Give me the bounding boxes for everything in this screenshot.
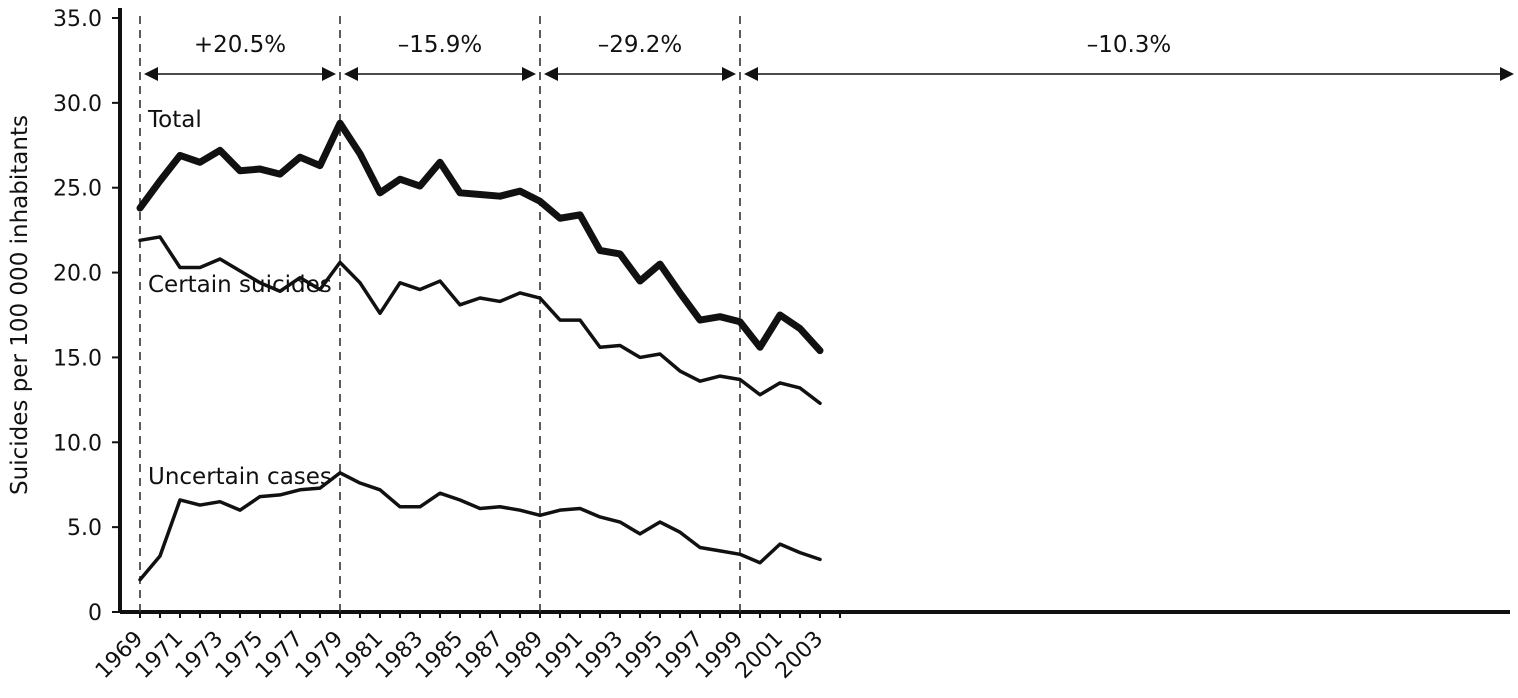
series-labels: Total Certain suicides Uncertain cases <box>147 107 332 490</box>
y-tick-label: 0 <box>88 601 102 626</box>
x-tick-label: 2003 <box>771 627 828 684</box>
series-line-certain-suicides <box>138 235 822 406</box>
y-tick-label: 5.0 <box>67 516 102 541</box>
period-change-label: –15.9% <box>398 32 483 58</box>
period-change-label: –10.3% <box>1087 32 1172 58</box>
period-marker-lines <box>139 16 741 612</box>
y-axis-title: Suicides per 100 000 inhabitants <box>7 115 33 495</box>
y-tick-label: 25.0 <box>53 177 102 202</box>
y-tick-label: 10.0 <box>53 431 102 456</box>
series-lines <box>136 119 824 582</box>
period-annotations: +20.5% –15.9% –29.2% –10.3% <box>144 32 1514 81</box>
series-line-total <box>136 119 824 355</box>
y-tick-label: 20.0 <box>53 262 102 287</box>
y-tick-label: 30.0 <box>53 92 102 117</box>
series-line-uncertain-cases <box>138 471 822 582</box>
y-tick-label: 35.0 <box>53 7 102 32</box>
series-label: Total <box>147 107 202 133</box>
series-label: Certain suicides <box>148 272 332 298</box>
period-change-label: +20.5% <box>194 32 286 58</box>
series-label: Uncertain cases <box>148 464 332 490</box>
period-change-label: –29.2% <box>598 32 683 58</box>
y-tick-label: 15.0 <box>53 346 102 371</box>
